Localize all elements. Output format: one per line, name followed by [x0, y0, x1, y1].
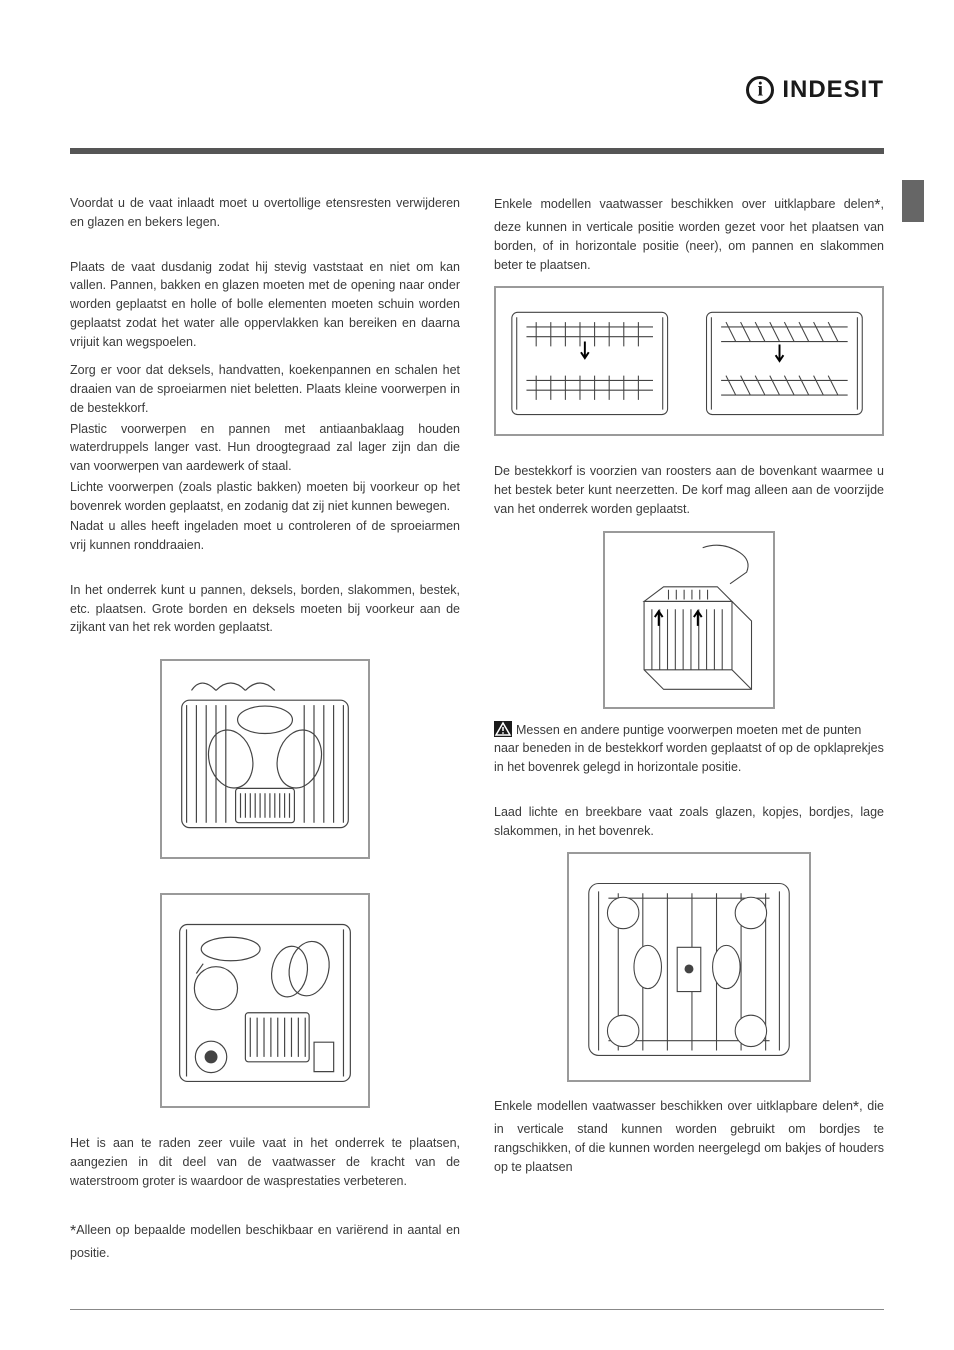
lower-rack-figure-1: [160, 659, 370, 859]
page-thumb-tab: [902, 180, 924, 222]
loading-para-4: Lichte voorwerpen (zoals plastic bakken)…: [70, 478, 460, 516]
upper-tipup-para: Enkele modellen vaatwasser beschikken ov…: [494, 1096, 884, 1176]
loading-para-3: Plastic voorwerpen en pannen met antiaan…: [70, 420, 460, 476]
lower-rack-para: In het onderrek kunt u pannen, deksels, …: [70, 581, 460, 637]
loading-para-1: Plaats de vaat dusdanig zodat hij stevig…: [70, 258, 460, 352]
warning-triangle-icon: [494, 721, 512, 737]
footer-rule: [70, 1309, 884, 1310]
lower-rack-figure-2: [160, 893, 370, 1108]
lower-rack-illustration-1-icon: [162, 661, 368, 857]
tipup-para-a: Enkele modellen vaatwasser beschikken ov…: [494, 197, 874, 211]
page-header: Indesit: [70, 60, 884, 120]
content-columns: Voordat u de vaat inlaadt moet u overtol…: [70, 194, 884, 1273]
tipup-figure: [494, 286, 884, 436]
upper-rack-para: Laad lichte en breekbare vaat zoals glaz…: [494, 803, 884, 841]
tipup-illustration-icon: [496, 288, 882, 434]
brand-logo: Indesit: [746, 76, 884, 104]
footnote-para: *Alleen op bepaalde modellen beschikbaar…: [70, 1220, 460, 1263]
loading-para-5: Nadat u alles heeft ingeladen moet u con…: [70, 517, 460, 555]
brand-logo-mark: [746, 76, 774, 104]
knives-warning-para: Messen en andere puntige voorwerpen moet…: [494, 723, 884, 775]
upper-rack-figure: [567, 852, 811, 1082]
header-divider: [70, 148, 884, 154]
cutlery-basket-para: De bestekkorf is voorzien van roosters a…: [494, 462, 884, 518]
upper-rack-illustration-icon: [569, 854, 809, 1080]
lower-rack-illustration-2-icon: [162, 895, 368, 1106]
right-column: Enkele modellen vaatwasser beschikken ov…: [494, 194, 884, 1273]
cutlery-basket-illustration-icon: [605, 533, 773, 707]
upper-tipup-para-a: Enkele modellen vaatwasser beschikken ov…: [494, 1099, 853, 1113]
brand-logo-text: Indesit: [782, 76, 884, 104]
footnote-text: Alleen op bepaalde modellen beschikbaar …: [70, 1223, 460, 1260]
cutlery-basket-figure: [603, 531, 775, 709]
knives-warning-text: Messen en andere puntige voorwerpen moet…: [494, 723, 884, 775]
intro-para-1: Voordat u de vaat inlaadt moet u overtol…: [70, 194, 460, 232]
lower-rack-figures: [70, 647, 460, 1120]
left-column: Voordat u de vaat inlaadt moet u overtol…: [70, 194, 460, 1273]
loading-para-2: Zorg er voor dat deksels, handvatten, ko…: [70, 361, 460, 417]
tipup-para: Enkele modellen vaatwasser beschikken ov…: [494, 194, 884, 274]
lower-rack-advice-para: Het is aan te raden zeer vuile vaat in h…: [70, 1134, 460, 1190]
